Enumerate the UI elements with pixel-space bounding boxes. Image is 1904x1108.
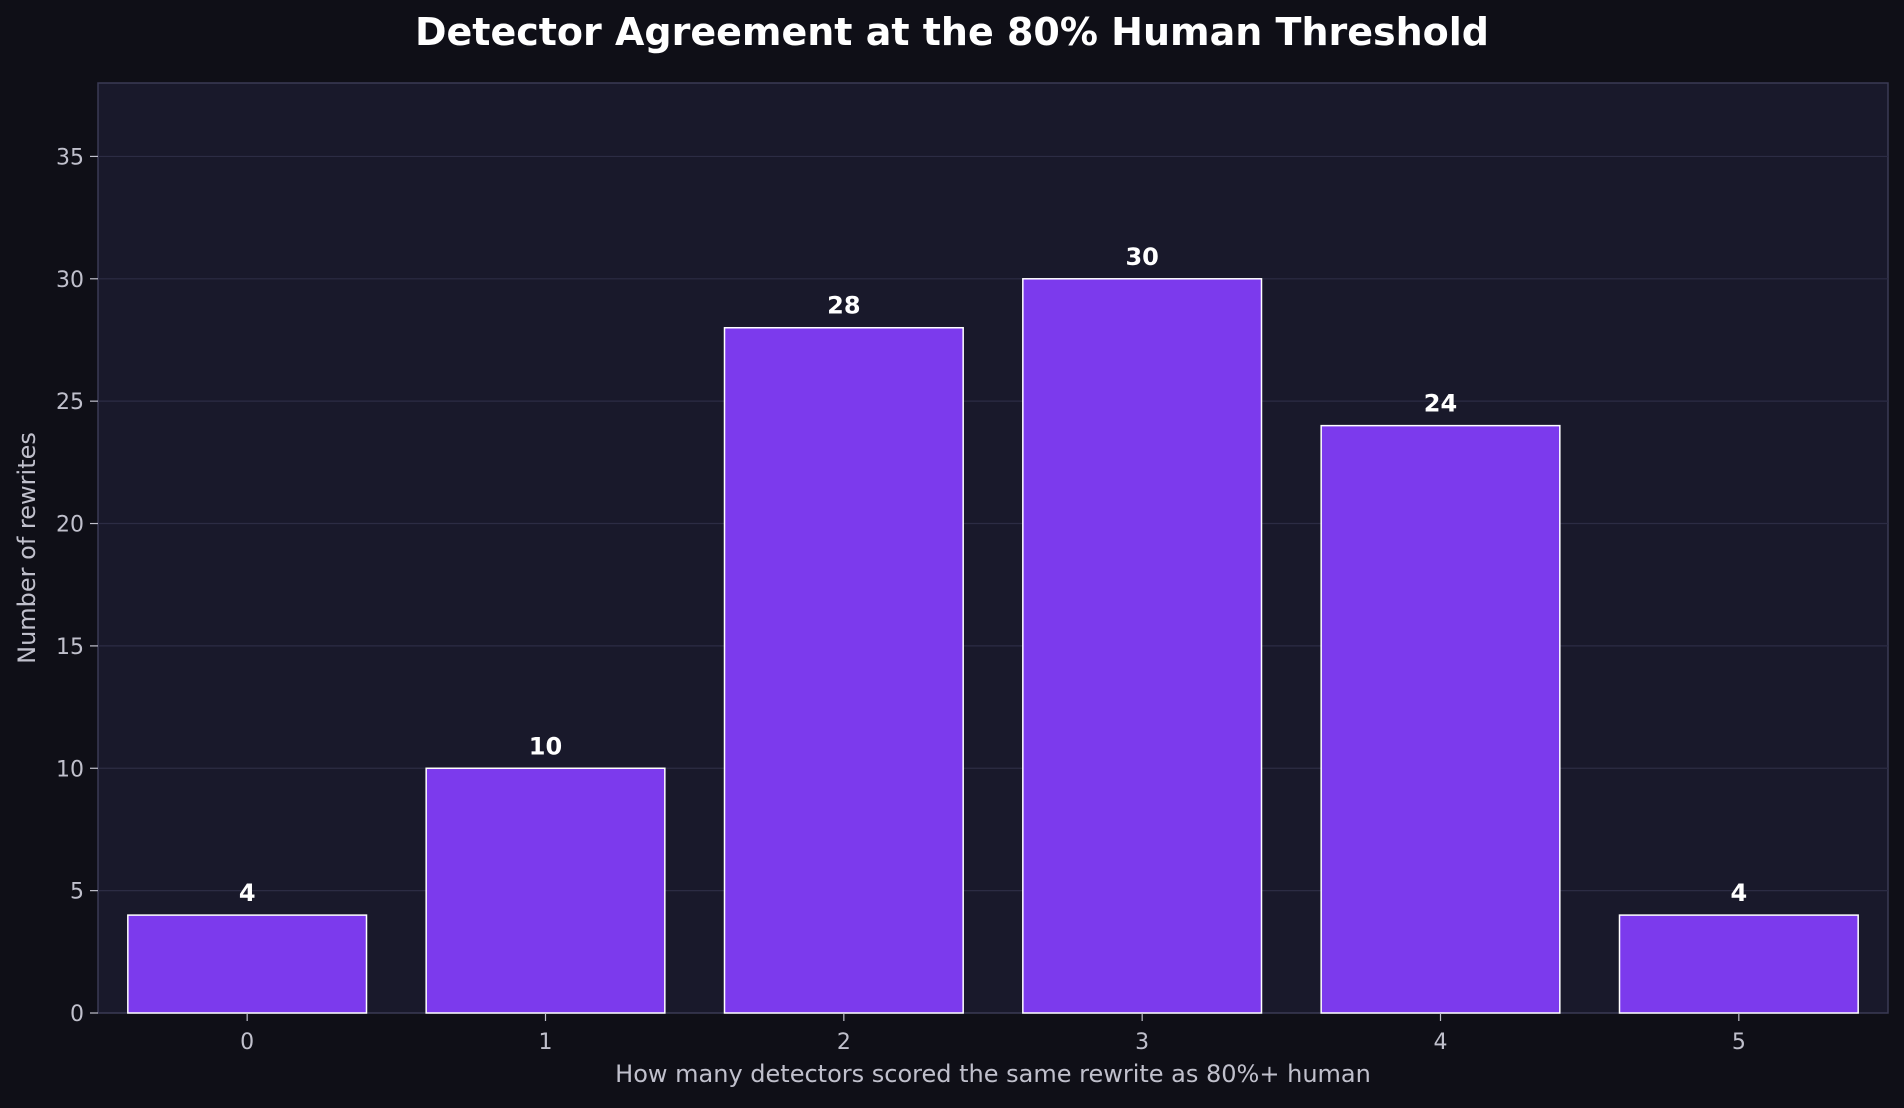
plot-area: [97, 82, 1889, 1014]
x-tick-label: 0: [240, 1030, 254, 1055]
y-tick-label: 30: [56, 268, 84, 293]
data-label-5: 4: [1730, 879, 1747, 907]
x-tick-label: 5: [1732, 1030, 1746, 1055]
data-labels: 4 10 28 30 24 4: [239, 243, 1747, 907]
data-label-0: 4: [239, 879, 256, 907]
x-axis-label: How many detectors scored the same rewri…: [615, 1060, 1371, 1088]
bar-0: [127, 914, 368, 1014]
bars: [127, 278, 1859, 1014]
x-axis-ticks: 0 1 2 3 4 5: [240, 1013, 1746, 1055]
x-tick-label: 4: [1434, 1030, 1448, 1055]
x-tick-label: 1: [539, 1030, 553, 1055]
y-tick-label: 20: [56, 513, 84, 538]
y-tick-label: 25: [56, 390, 84, 415]
y-axis-ticks: 0 5 10 15 20 25 30 35: [56, 145, 98, 1027]
chart-title: Detector Agreement at the 80% Human Thre…: [415, 10, 1489, 54]
y-axis-label: Number of rewrites: [13, 432, 41, 664]
gridlines: [98, 155, 1888, 892]
bar-1: [425, 767, 666, 1014]
bar-3: [1022, 278, 1263, 1014]
y-tick-label: 35: [56, 145, 84, 170]
y-tick-label: 0: [70, 1002, 84, 1027]
x-tick-label: 3: [1135, 1030, 1149, 1055]
data-label-4: 24: [1424, 390, 1457, 418]
y-tick-label: 10: [56, 757, 84, 782]
bar-4: [1320, 424, 1561, 1014]
data-label-3: 30: [1125, 243, 1158, 271]
data-label-2: 28: [827, 292, 860, 320]
data-label-1: 10: [529, 732, 562, 760]
x-tick-label: 2: [837, 1030, 851, 1055]
bar-5: [1618, 914, 1859, 1014]
y-tick-label: 15: [56, 635, 84, 660]
y-tick-label: 5: [70, 880, 84, 905]
bar-2: [723, 326, 964, 1014]
